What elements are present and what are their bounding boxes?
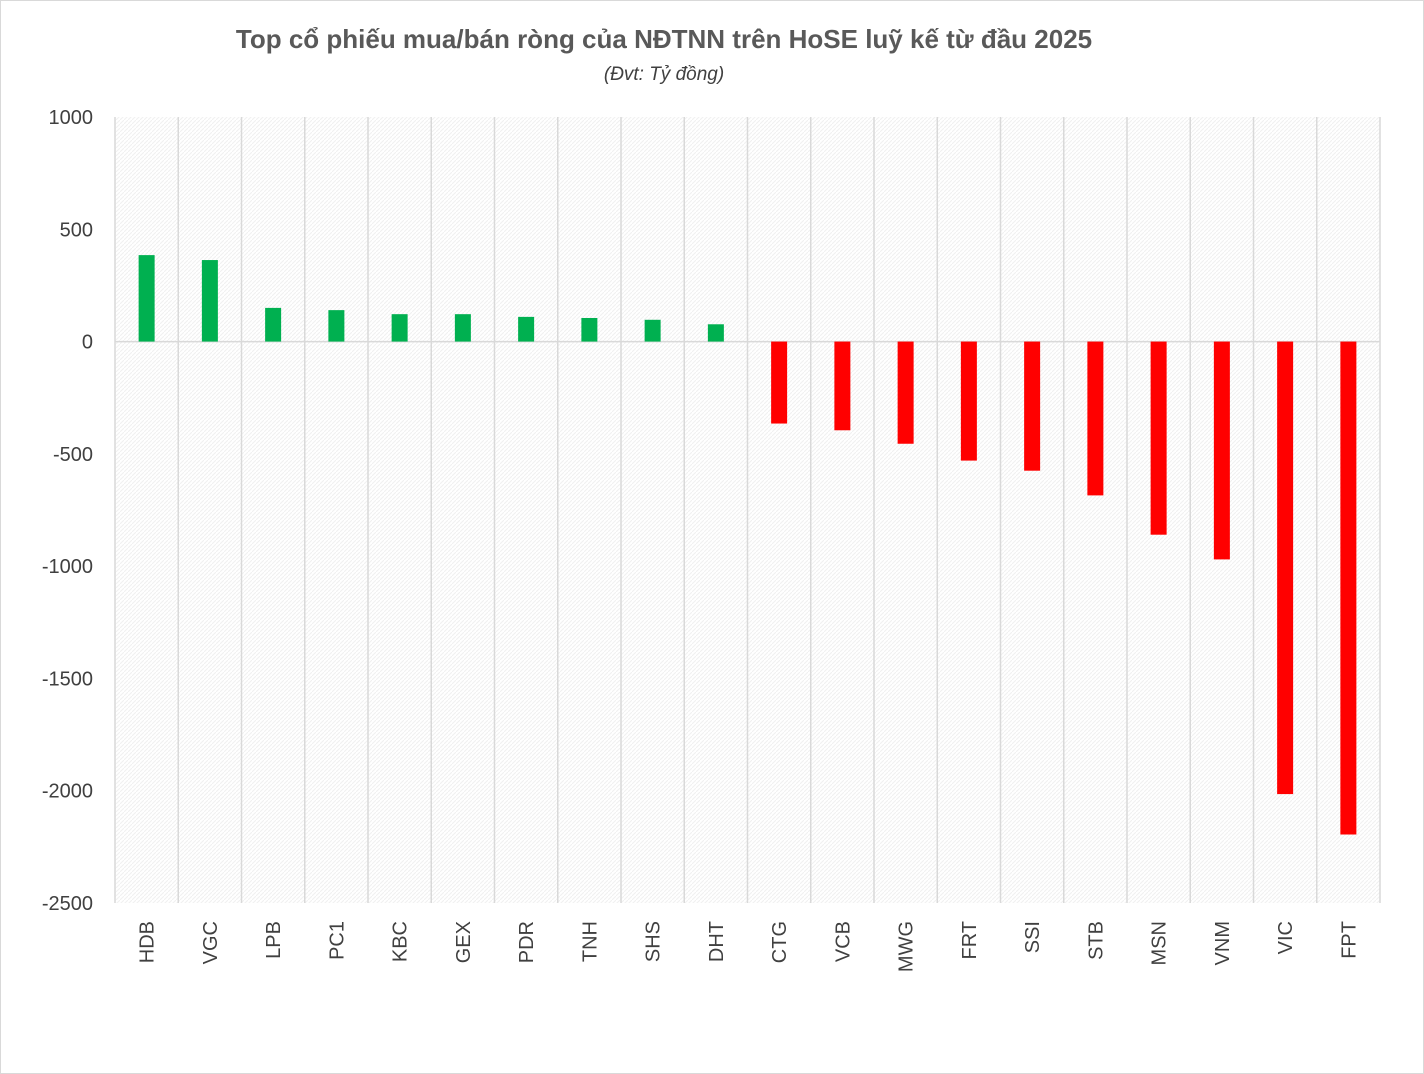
x-tick-label: VNM: [1212, 921, 1234, 965]
x-tick-label: LPB: [263, 921, 285, 959]
x-tick-label: HDB: [137, 921, 159, 963]
bar-hdb: [138, 255, 155, 342]
bar-kbc: [391, 314, 408, 342]
bar-pdr: [518, 316, 535, 342]
bar-stb: [1087, 341, 1104, 496]
chart-title: Top cổ phiếu mua/bán ròng của NĐTNN trên…: [235, 24, 1093, 54]
bar-frt: [960, 341, 977, 461]
y-tick-label: 0: [82, 332, 93, 354]
bar-mwg: [897, 341, 914, 444]
bar-vgc: [201, 260, 218, 342]
x-tick-label: DHT: [706, 921, 728, 962]
x-tick-label: VIC: [1275, 921, 1297, 954]
y-tick-label: 500: [60, 219, 93, 241]
x-tick-label: CTG: [769, 921, 791, 963]
bar-vcb: [834, 341, 851, 431]
chart-subtitle: (Đvt: Tỷ đồng): [603, 64, 725, 85]
bar-vic: [1277, 341, 1294, 795]
x-tick-label: TNH: [579, 921, 601, 962]
x-tick-label: SHS: [643, 921, 665, 962]
y-tick-label: -2000: [42, 781, 93, 803]
y-tick-label: -1000: [42, 556, 93, 578]
bar-msn: [1150, 341, 1167, 535]
x-tick-label: SSI: [1022, 921, 1044, 953]
x-tick-label: MWG: [896, 921, 918, 972]
x-tick-label: STB: [1085, 921, 1107, 960]
x-tick-label: FRT: [959, 921, 981, 960]
x-tick-label: MSN: [1149, 921, 1171, 965]
bar-ssi: [1024, 341, 1041, 471]
y-tick-label: -1500: [42, 668, 93, 690]
bar-ctg: [771, 341, 788, 424]
bar-shs: [644, 319, 661, 342]
bar-tnh: [581, 317, 598, 342]
y-tick-label: -2500: [42, 893, 93, 915]
x-tick-label: FPT: [1338, 921, 1360, 959]
x-tick-label: PC1: [326, 921, 348, 960]
y-tick-label: 1000: [49, 107, 94, 129]
bar-gex: [454, 314, 471, 342]
y-tick-label: -500: [53, 444, 93, 466]
x-tick-label: VGC: [200, 921, 222, 964]
x-tick-label: GEX: [453, 921, 475, 963]
bar-pc1: [328, 310, 345, 342]
x-tick-label: KBC: [390, 921, 412, 962]
x-tick-label: VCB: [832, 921, 854, 962]
bar-lpb: [265, 307, 282, 342]
bar-dht: [707, 324, 724, 342]
bar-fpt: [1340, 341, 1357, 835]
x-tick-label: PDR: [516, 921, 538, 963]
bar-vnm: [1213, 341, 1230, 560]
